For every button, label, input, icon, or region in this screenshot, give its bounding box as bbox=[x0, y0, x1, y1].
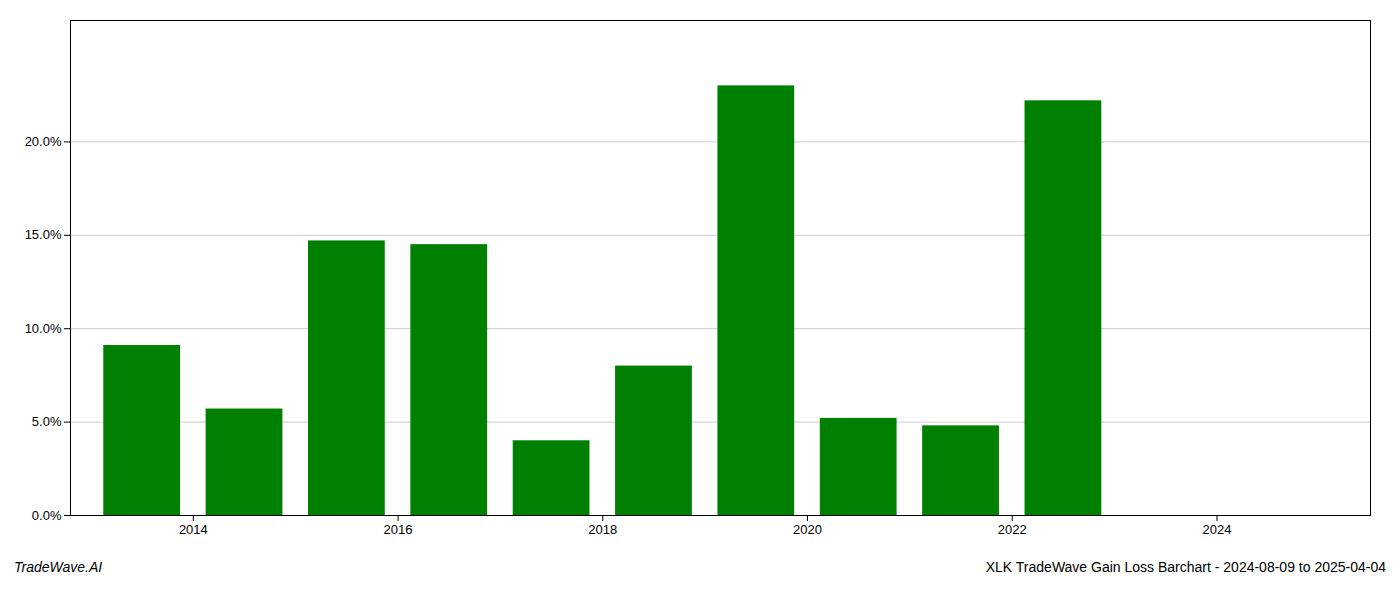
html-text:TradeWave.AI: TradeWave.AI bbox=[14, 559, 103, 575]
svg-text:2020: 2020 bbox=[793, 522, 822, 537]
svg-text:20.0%: 20.0% bbox=[25, 134, 62, 149]
svg-text:2014: 2014 bbox=[179, 522, 208, 537]
svg-text:0.0%: 0.0% bbox=[32, 508, 62, 523]
svg-text:5.0%: 5.0% bbox=[32, 414, 62, 429]
html-text:XLK TradeWave Gain Loss Barcha: XLK TradeWave Gain Loss Barchart - 2024-… bbox=[985, 559, 1386, 575]
svg-text:2024: 2024 bbox=[1202, 522, 1231, 537]
svg-text:10.0%: 10.0% bbox=[25, 321, 62, 336]
svg-text:2022: 2022 bbox=[998, 522, 1027, 537]
svg-text:15.0%: 15.0% bbox=[25, 227, 62, 242]
svg-text:2016: 2016 bbox=[384, 522, 413, 537]
svg-text:2018: 2018 bbox=[588, 522, 617, 537]
